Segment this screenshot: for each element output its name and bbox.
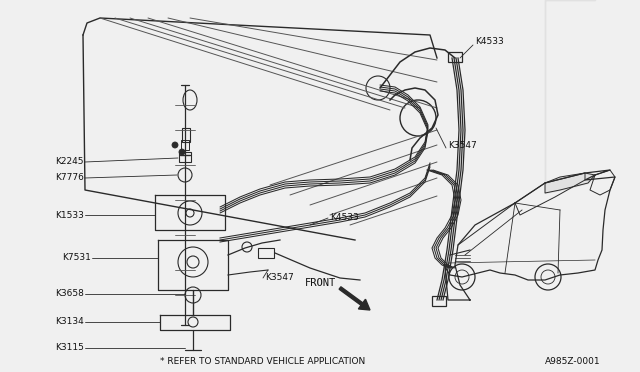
Bar <box>448 52 462 62</box>
Text: K7776: K7776 <box>55 173 84 183</box>
Text: K1533: K1533 <box>55 211 84 219</box>
Bar <box>181 140 189 150</box>
FancyArrow shape <box>339 287 370 310</box>
Bar <box>432 296 446 306</box>
Text: K3134: K3134 <box>55 317 84 327</box>
Text: K4533: K4533 <box>475 38 504 46</box>
Bar <box>258 248 274 258</box>
Text: A985Z-0001: A985Z-0001 <box>545 357 600 366</box>
Text: K7531: K7531 <box>62 253 91 263</box>
Text: FRONT: FRONT <box>305 278 336 288</box>
Text: K3547: K3547 <box>448 141 477 150</box>
Text: K3658: K3658 <box>55 289 84 298</box>
Text: K3115: K3115 <box>55 343 84 353</box>
Text: * REFER TO STANDARD VEHICLE APPLICATION: * REFER TO STANDARD VEHICLE APPLICATION <box>160 357 365 366</box>
Bar <box>182 128 190 142</box>
Bar <box>179 152 191 162</box>
Text: K3547: K3547 <box>265 273 294 282</box>
Circle shape <box>179 149 185 155</box>
Text: K2245: K2245 <box>55 157 83 167</box>
Circle shape <box>172 142 178 148</box>
Text: K4533: K4533 <box>330 214 359 222</box>
